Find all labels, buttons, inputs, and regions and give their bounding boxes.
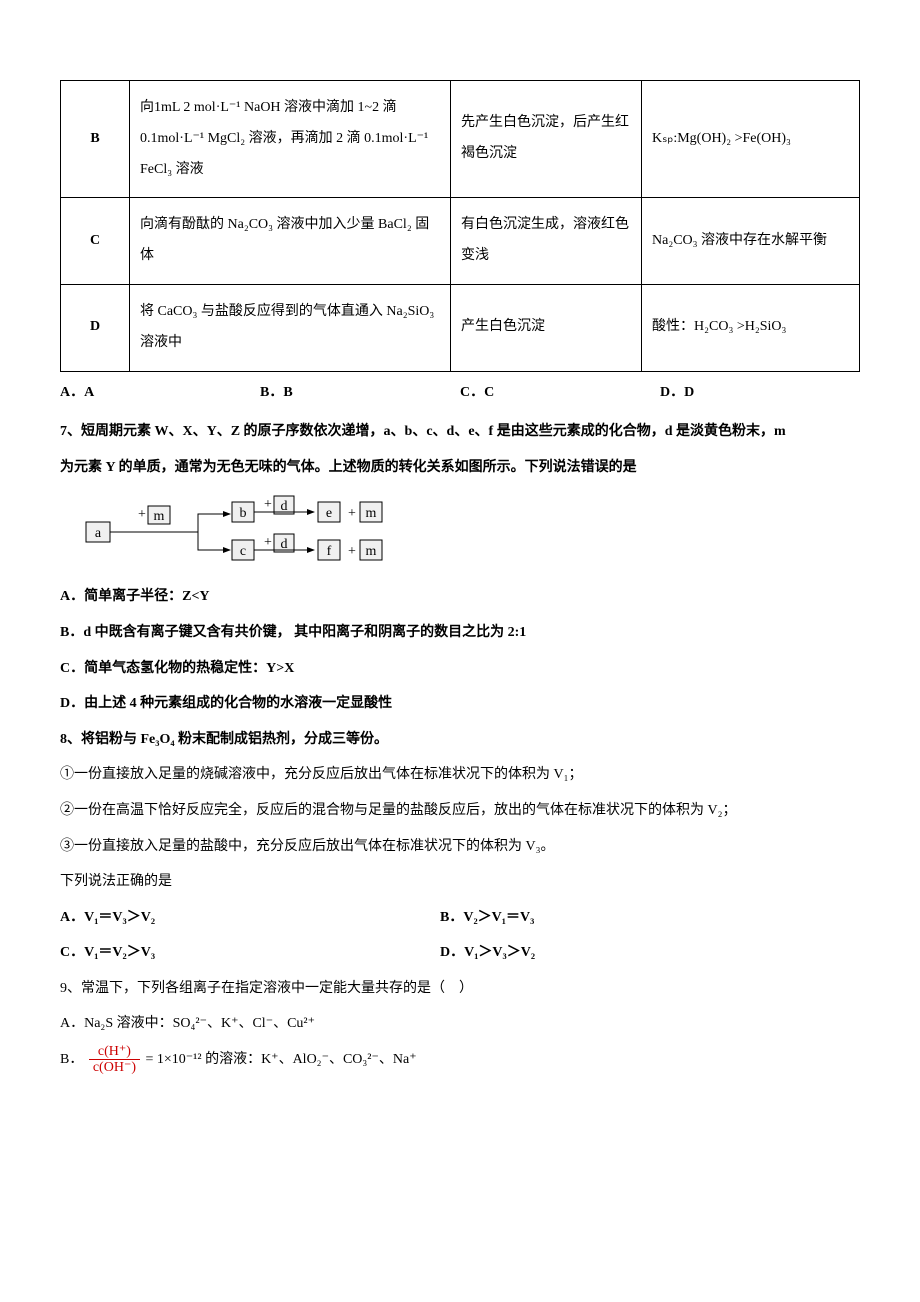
table-row: D 将 CaCO₃ 与盐酸反应得到的气体直通入 Na₂SiO₃ 溶液中 产生白色… [61, 284, 860, 371]
row-phenomenon: 先产生白色沉淀，后产生红褐色沉淀 [451, 81, 642, 198]
q7-stem-2: 为元素 Y 的单质，通常为无色无味的气体。上述物质的转化关系如图所示。下列说法错… [60, 451, 860, 485]
svg-text:m: m [154, 509, 165, 524]
option-c: C．C [460, 376, 660, 410]
row-operation: 将 CaCO₃ 与盐酸反应得到的气体直通入 Na₂SiO₃ 溶液中 [130, 284, 451, 371]
row-operation: 向1mL 2 mol·L⁻¹ NaOH 溶液中滴加 1~2 滴 0.1mol·L… [130, 81, 451, 198]
reaction-diagram: a + m b c + d + d e + m f + m [80, 492, 860, 572]
q9-b-prefix: B． [60, 1052, 83, 1067]
svg-text:e: e [326, 506, 332, 521]
q7-option-d: D．由上述 4 种元素组成的化合物的水溶液一定显酸性 [60, 687, 860, 721]
svg-text:c: c [240, 544, 246, 559]
q8-line-2: ②一份在高温下恰好反应完全，反应后的混合物与足量的盐酸反应后，放出的气体在标准状… [60, 794, 860, 828]
option-d: D．D [660, 376, 860, 410]
fraction-numerator: c(H⁺) [89, 1044, 140, 1060]
fraction-icon: c(H⁺) c(OH⁻) [89, 1044, 140, 1076]
svg-text:+: + [348, 506, 356, 521]
fraction-denominator: c(OH⁻) [89, 1060, 140, 1075]
row-conclusion: Na₂CO₃ 溶液中存在水解平衡 [642, 198, 860, 285]
q9-option-a: A．Na₂S 溶液中：SO₄²⁻、K⁺、Cl⁻、Cu²⁺ [60, 1007, 860, 1041]
q8-option-d: D．V₁＞V₃＞V₂ [440, 936, 535, 970]
svg-text:m: m [366, 544, 377, 559]
q7-option-c: C．简单气态氢化物的热稳定性：Y>X [60, 652, 860, 686]
q9-b-tail: = 1×10⁻¹² 的溶液：K⁺、AlO₂⁻、CO₃²⁻、Na⁺ [146, 1052, 417, 1067]
q8-line-1: ①一份直接放入足量的烧碱溶液中，充分反应后放出气体在标准状况下的体积为 V₁； [60, 758, 860, 792]
row-conclusion: Kₛₚ:Mg(OH)₂ >Fe(OH)₃ [642, 81, 860, 198]
q8-stem: 8、将铝粉与 Fe₃O₄ 粉末配制成铝热剂，分成三等份。 [60, 723, 860, 757]
experiment-table: B 向1mL 2 mol·L⁻¹ NaOH 溶液中滴加 1~2 滴 0.1mol… [60, 80, 860, 372]
svg-text:+: + [264, 497, 272, 512]
q8-line-3: ③一份直接放入足量的盐酸中，充分反应后放出气体在标准状况下的体积为 V₃。 [60, 830, 860, 864]
svg-text:m: m [366, 506, 377, 521]
row-label: D [61, 284, 130, 371]
svg-text:f: f [327, 544, 332, 559]
q8-options-row-2: C．V₁＝V₂＞V₃ D．V₁＞V₃＞V₂ [60, 936, 860, 970]
svg-text:+: + [138, 507, 146, 522]
q8-options-row-1: A．V₁＝V₃＞V₂ B．V₂＞V₁＝V₃ [60, 901, 860, 935]
row-label: C [61, 198, 130, 285]
q9-stem: 9、常温下，下列各组离子在指定溶液中一定能大量共存的是（ ） [60, 972, 860, 1006]
q8-option-c: C．V₁＝V₂＞V₃ [60, 936, 440, 970]
row-conclusion: 酸性：H₂CO₃ >H₂SiO₃ [642, 284, 860, 371]
row-operation: 向滴有酚酞的 Na₂CO₃ 溶液中加入少量 BaCl₂ 固体 [130, 198, 451, 285]
svg-text:b: b [240, 506, 247, 521]
option-a: A．A [60, 376, 260, 410]
q8-option-b: B．V₂＞V₁＝V₃ [440, 901, 534, 935]
svg-text:+: + [348, 544, 356, 559]
q7-option-a: A．简单离子半径：Z<Y [60, 580, 860, 614]
table-row: B 向1mL 2 mol·L⁻¹ NaOH 溶液中滴加 1~2 滴 0.1mol… [61, 81, 860, 198]
row-phenomenon: 产生白色沉淀 [451, 284, 642, 371]
option-b: B．B [260, 376, 460, 410]
row-phenomenon: 有白色沉淀生成，溶液红色变浅 [451, 198, 642, 285]
svg-text:+: + [264, 535, 272, 550]
q7-stem-1: 7、短周期元素 W、X、Y、Z 的原子序数依次递增，a、b、c、d、e、f 是由… [60, 415, 860, 449]
svg-text:a: a [95, 526, 102, 541]
table-row: C 向滴有酚酞的 Na₂CO₃ 溶液中加入少量 BaCl₂ 固体 有白色沉淀生成… [61, 198, 860, 285]
q6-options: A．A B．B C．C D．D [60, 376, 860, 410]
q8-option-a: A．V₁＝V₃＞V₂ [60, 901, 440, 935]
q9-option-b: B． c(H⁺) c(OH⁻) = 1×10⁻¹² 的溶液：K⁺、AlO₂⁻、C… [60, 1043, 860, 1077]
q8-line-4: 下列说法正确的是 [60, 865, 860, 899]
q7-option-b: B．d 中既含有离子键又含有共价键， 其中阳离子和阴离子的数目之比为 2:1 [60, 616, 860, 650]
row-label: B [61, 81, 130, 198]
